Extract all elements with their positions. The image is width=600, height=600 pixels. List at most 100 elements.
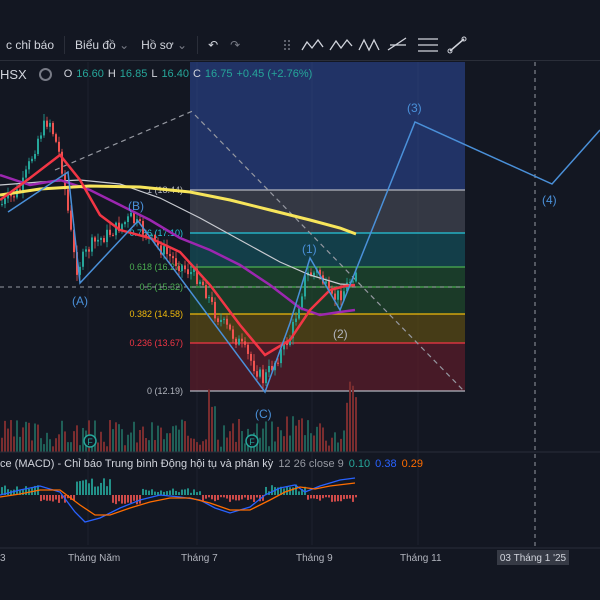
volume-bar [178, 429, 180, 452]
wave-tool-icon[interactable] [301, 38, 324, 51]
profile-menu-label: Hồ sơ [141, 38, 174, 52]
macd-bar [187, 488, 189, 495]
macd-bar [175, 490, 177, 495]
volume-bar [112, 429, 114, 452]
indicators-label: c chỉ báo [6, 38, 55, 52]
macd-bar [325, 495, 327, 498]
abc-wave-line [7, 170, 291, 394]
macd-bar [163, 491, 165, 495]
candle-body [58, 141, 60, 152]
volume-bar [280, 430, 282, 452]
macd-bar [229, 495, 231, 502]
macd-bar [79, 481, 81, 495]
candle-body [163, 246, 165, 255]
triangle-pattern-icon[interactable] [358, 38, 380, 52]
fib-retracement-icon[interactable] [418, 38, 438, 52]
candle-body [88, 249, 90, 252]
wave-abc-tool-icon[interactable] [329, 38, 353, 51]
macd-bar [46, 495, 48, 501]
candle-body [328, 281, 330, 289]
macd-bar [58, 495, 60, 503]
svg-text:F: F [249, 437, 255, 447]
candle-body [217, 318, 219, 323]
volume-bar [244, 443, 246, 452]
event-marker[interactable]: F [245, 434, 259, 448]
macd-bar [298, 491, 300, 495]
macd-bar [313, 495, 315, 499]
low-value: 16.40 [161, 68, 189, 80]
volume-bar [109, 420, 111, 452]
fib-level-labels: 1 (18.44)0.786 (17.10)0.618 (16.27)0.5 (… [129, 185, 183, 396]
volume-bar [277, 426, 279, 452]
candle-body [211, 297, 213, 302]
drag-handle-icon[interactable] [284, 40, 290, 50]
volume-bar [16, 420, 18, 452]
volume-bar [157, 425, 159, 452]
fib-channel-icon[interactable] [387, 37, 407, 51]
undo-button[interactable]: ↶ [202, 30, 224, 60]
fib-level-label: 0.382 (14.58) [129, 309, 183, 319]
macd-bar [310, 495, 312, 499]
chart-menu[interactable]: Biểu đồ ⌄ [69, 30, 135, 60]
volume-bar [163, 439, 165, 452]
volume-bar [115, 422, 117, 452]
macd-bar [346, 495, 348, 499]
chart-toolbar: c chỉ báo Biểu đồ ⌄ Hồ sơ ⌄ ↶ ↷ [0, 30, 600, 61]
time-axis[interactable]: 3 Tháng Năm Tháng 7 Tháng 9 Tháng 11 [0, 553, 442, 564]
candle-body [91, 237, 93, 252]
volume-bar [310, 433, 312, 452]
candle-body [34, 154, 36, 159]
fib-retracement-zones [190, 62, 465, 391]
macd-bar [19, 489, 21, 495]
macd-bar [292, 487, 294, 495]
redo-button[interactable]: ↷ [224, 30, 246, 60]
macd-bar [22, 489, 24, 495]
macd-bar [250, 495, 252, 500]
candle-body [349, 281, 351, 283]
candle-body [271, 365, 273, 371]
volume-bar [175, 425, 177, 452]
volume-bar [106, 446, 108, 452]
volume-bar [64, 431, 66, 452]
volume-bar [238, 419, 240, 452]
settings-icon[interactable] [38, 67, 52, 81]
candle-body [61, 151, 63, 174]
volume-bar [346, 402, 348, 452]
candle-body [19, 189, 21, 192]
candle-body [121, 224, 123, 232]
macd-legend[interactable]: ce (MACD) - Chỉ báo Trung bình Động hội … [0, 458, 423, 470]
macd-title: ce (MACD) - Chỉ báo Trung bình Động hội … [0, 458, 274, 470]
volume-bar [148, 440, 150, 452]
volume-bar [40, 438, 42, 452]
volume-bar [337, 442, 339, 452]
candle-body [55, 134, 57, 142]
ma-red-line [0, 153, 356, 357]
volume-bar [190, 438, 192, 452]
volume-bar [1, 437, 3, 452]
macd-bar [238, 495, 240, 501]
candle-body [139, 219, 141, 222]
volume-bar [187, 435, 189, 452]
ruler-icon[interactable] [447, 36, 467, 54]
macd-bar [241, 495, 243, 500]
volume-bar [307, 420, 309, 452]
candle-body [175, 258, 177, 267]
candle-body [202, 281, 204, 286]
time-tick: Tháng 9 [296, 553, 333, 564]
volume-bar [298, 419, 300, 452]
time-axis-cursor-label: 03 Tháng 1 '25 [497, 550, 569, 565]
volume-bar [274, 441, 276, 452]
candle-body [190, 272, 192, 275]
event-marker[interactable]: F [83, 434, 97, 448]
volume-bar [271, 421, 273, 452]
macd-histogram-value: 0.10 [348, 458, 371, 470]
volume-bar [184, 421, 186, 452]
indicators-menu[interactable]: c chỉ báo [0, 30, 60, 60]
volume-bar [151, 422, 153, 452]
macd-bar [316, 495, 318, 499]
profile-menu[interactable]: Hồ sơ ⌄ [135, 30, 193, 60]
high-value: 16.85 [119, 68, 148, 80]
volume-bar [313, 435, 315, 452]
volume-bar [220, 446, 222, 452]
